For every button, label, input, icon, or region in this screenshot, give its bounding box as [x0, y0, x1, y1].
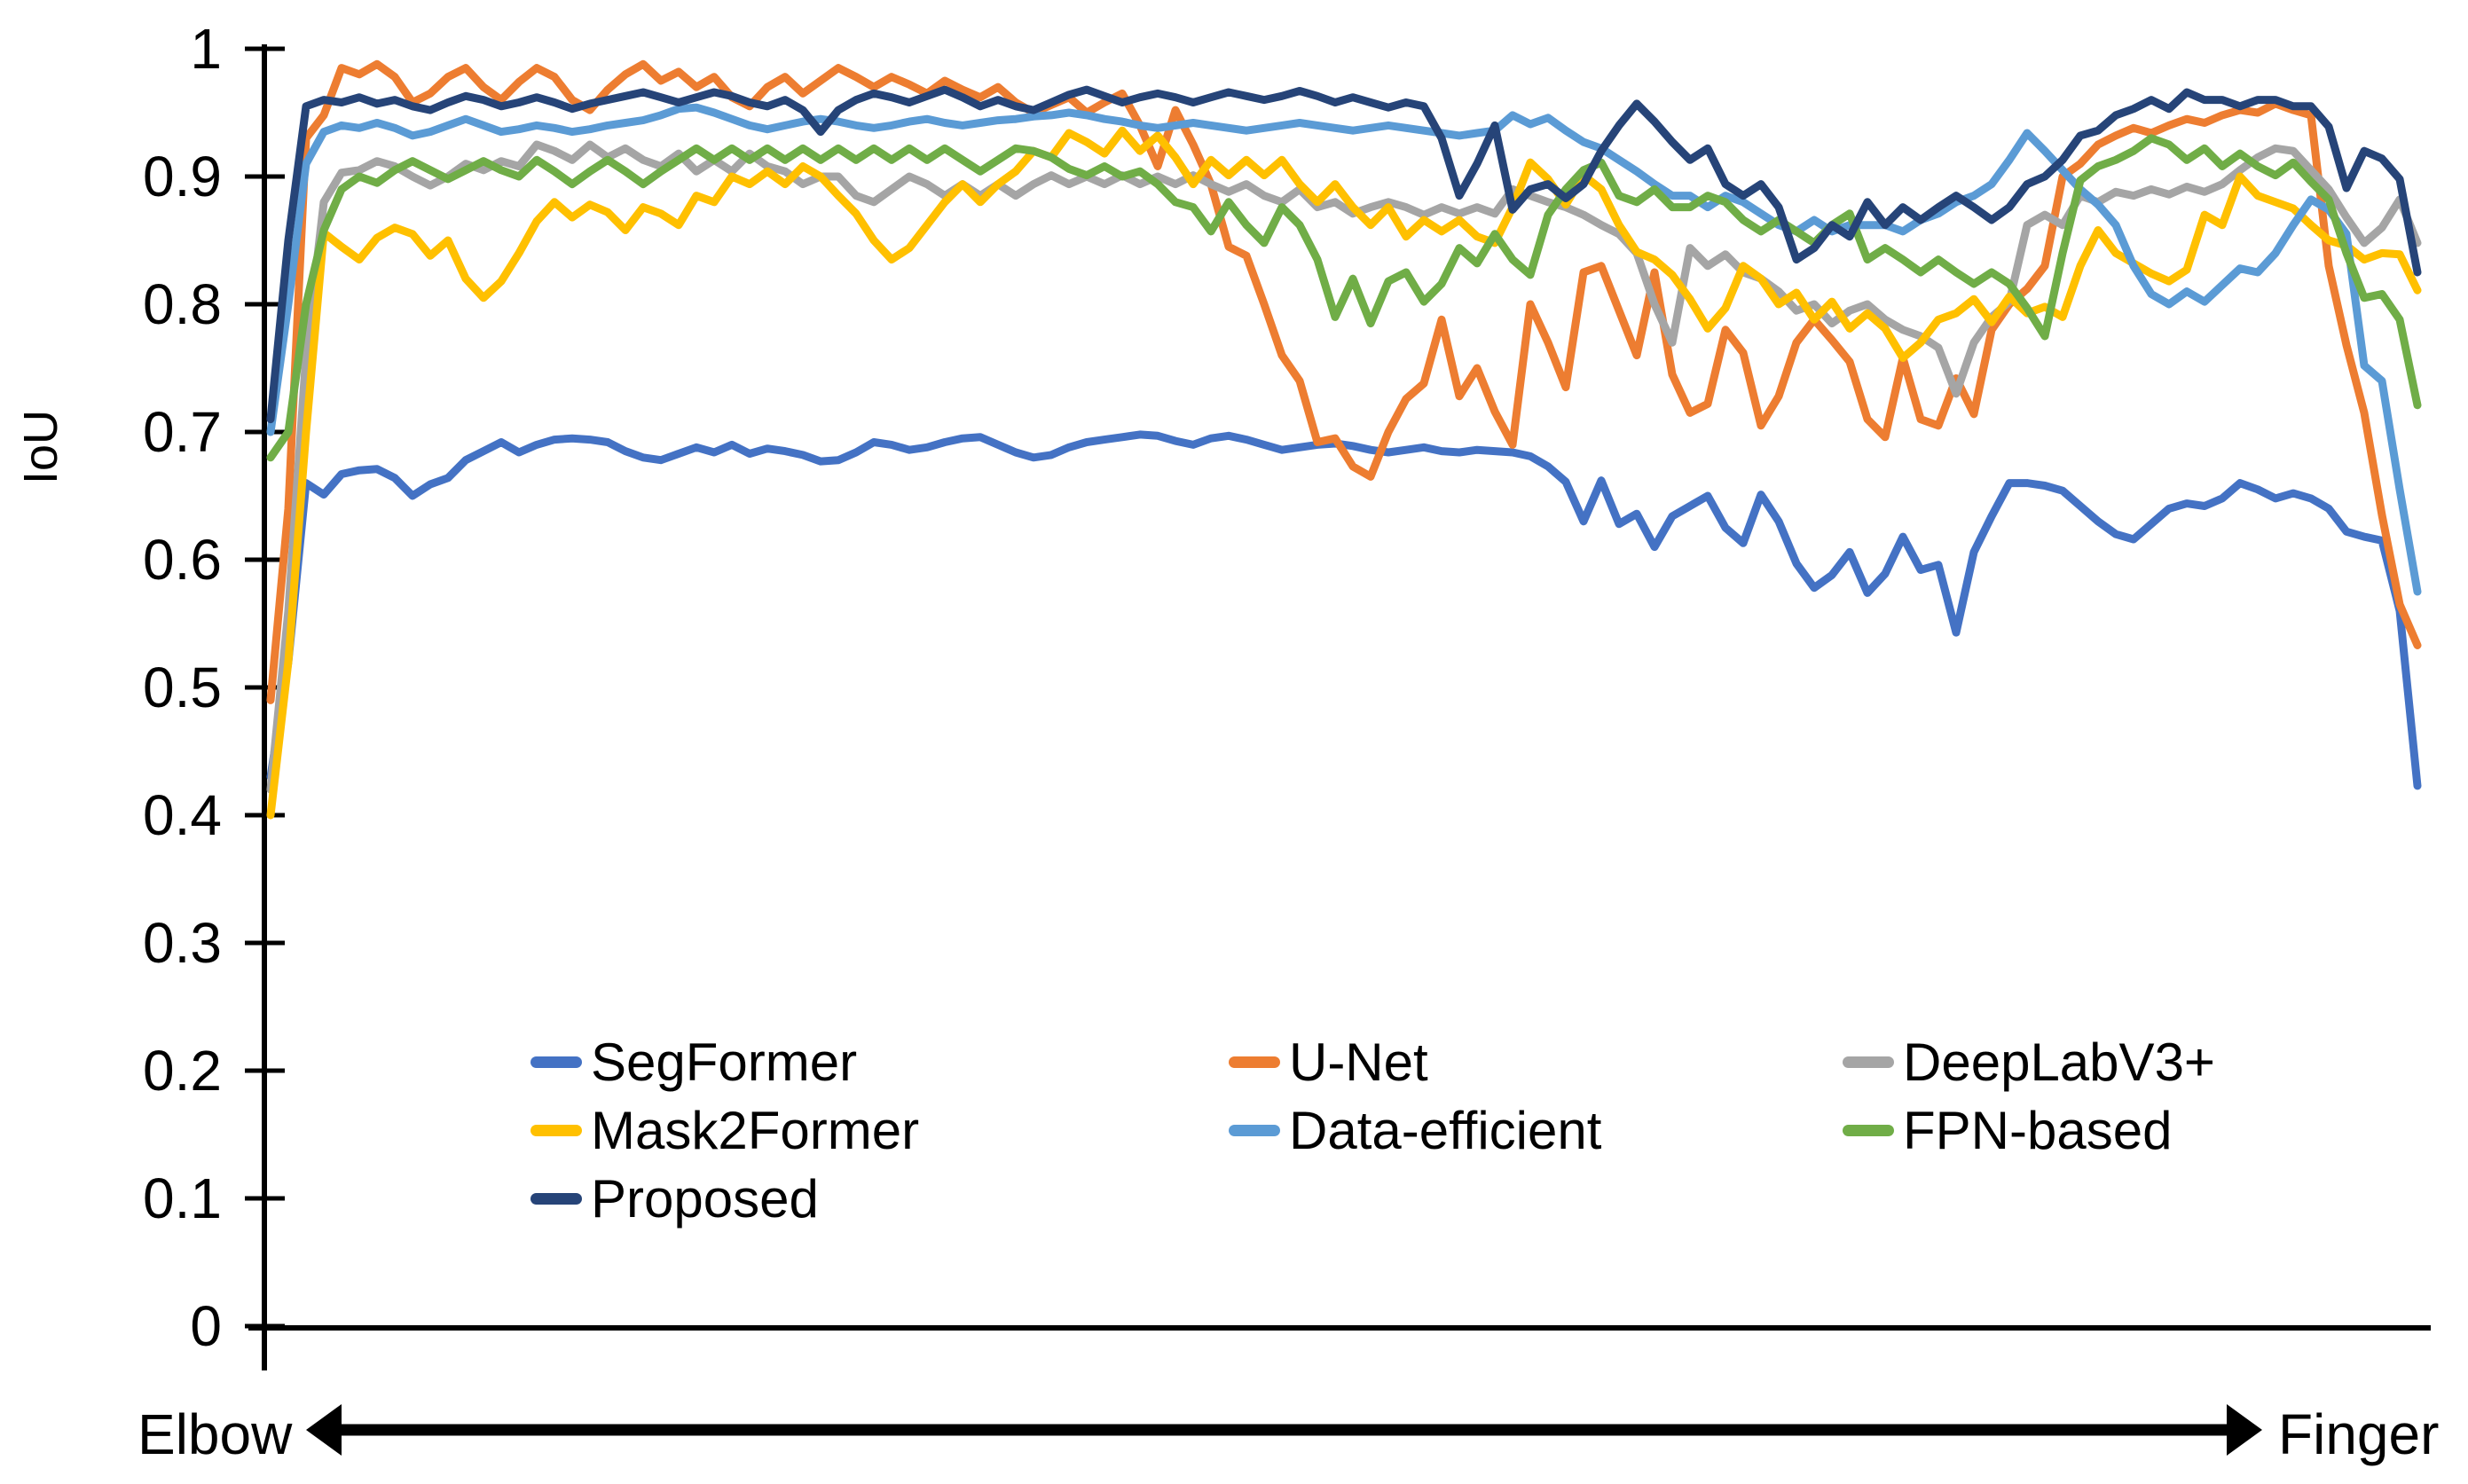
legend-item-deeplabv3: DeepLabV3+ [1843, 1032, 2215, 1092]
legend-label-deeplabv3: DeepLabV3+ [1903, 1032, 2215, 1092]
legend-item-segformer: SegFormer [531, 1032, 858, 1092]
arrow-right-head [2227, 1404, 2262, 1456]
y-tick-label: 0.1 [143, 1166, 222, 1230]
legend-label-fpn-based: FPN-based [1903, 1100, 2173, 1160]
y-tick-label: 0.5 [143, 656, 222, 719]
legend-swatch-deeplabv3 [1843, 1056, 1894, 1068]
series-line-mask2former [266, 126, 2422, 820]
series-line-proposed [266, 85, 2422, 424]
y-tick-label: 0.7 [143, 400, 222, 464]
legend-swatch-proposed [531, 1192, 582, 1205]
y-tick-label: 0 [190, 1294, 222, 1358]
legend-label-proposed: Proposed [591, 1168, 819, 1229]
legend-item-unet: U-Net [1229, 1032, 1428, 1092]
y-tick-label: 0.9 [143, 145, 222, 208]
y-tick-label: 0.4 [143, 783, 222, 847]
y-tick-label: 1 [190, 17, 222, 81]
legend-item-mask2former: Mask2Former [531, 1100, 920, 1160]
y-tick-label: 0.6 [143, 528, 222, 592]
legend-swatch-segformer [531, 1056, 582, 1068]
legend-swatch-data-efficient [1229, 1124, 1280, 1136]
legend-label-unet: U-Net [1289, 1032, 1428, 1092]
legend-label-data-efficient: Data-efficient [1289, 1100, 1602, 1160]
x-axis-right-label: Finger [2278, 1402, 2440, 1466]
series-line-segformer [266, 430, 2422, 790]
x-axis-left-label: Elbow [138, 1402, 293, 1466]
y-tick-label: 0.2 [143, 1039, 222, 1103]
legend-label-mask2former: Mask2Former [591, 1100, 920, 1160]
series-line-u-net [266, 59, 2422, 704]
legend-item-proposed: Proposed [531, 1168, 819, 1229]
y-tick-label: 0.8 [143, 272, 222, 336]
series-line-fpn-based [266, 134, 2422, 462]
arrow-left-head [306, 1404, 342, 1456]
series-line-deeplabv3- [266, 140, 2422, 794]
y-tick-label: 0.3 [143, 911, 222, 975]
legend-swatch-unet [1229, 1056, 1280, 1068]
legend-item-data-efficient: Data-efficient [1229, 1100, 1602, 1160]
legend-swatch-mask2former [531, 1124, 582, 1136]
legend-swatch-fpn-based [1843, 1124, 1894, 1136]
legend-item-fpn-based: FPN-based [1843, 1100, 2173, 1160]
legend-label-segformer: SegFormer [591, 1032, 858, 1092]
